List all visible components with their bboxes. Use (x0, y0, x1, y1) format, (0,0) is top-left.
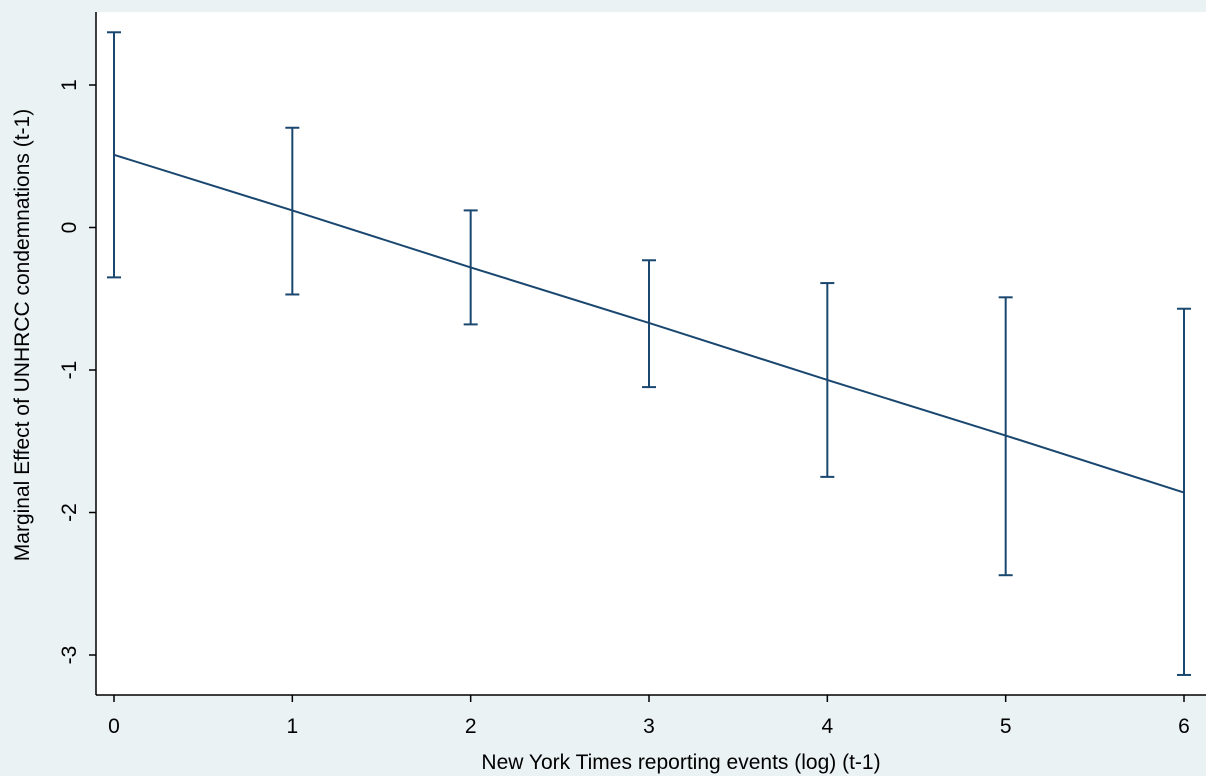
x-tick-label: 4 (821, 715, 833, 738)
x-tick-label: 1 (286, 715, 298, 738)
x-tick-label: 5 (1000, 715, 1012, 738)
x-tick-label: 2 (465, 715, 477, 738)
x-axis-ticks: 0 1 2 3 4 5 6 (108, 695, 1190, 738)
marginal-effect-line (113, 153, 1185, 494)
y-axis-ticks: 1 0 -1 -2 -3 (58, 79, 96, 664)
y-tick-label: 1 (58, 79, 81, 91)
y-tick-label: -1 (58, 361, 81, 380)
y-tick-label: -2 (58, 503, 81, 522)
y-axis-title: Marginal Effect of UNHRCC condemnations … (11, 109, 34, 561)
x-tick-label: 6 (1178, 715, 1190, 738)
x-tick-label: 3 (643, 715, 655, 738)
x-axis-title: New York Times reporting events (log) (t… (481, 751, 880, 774)
y-tick-label: -3 (58, 646, 81, 665)
x-tick-label: 0 (108, 715, 120, 738)
y-tick-label: 0 (58, 222, 81, 234)
plot-background (96, 12, 1206, 695)
chart-marks (107, 31, 1191, 676)
